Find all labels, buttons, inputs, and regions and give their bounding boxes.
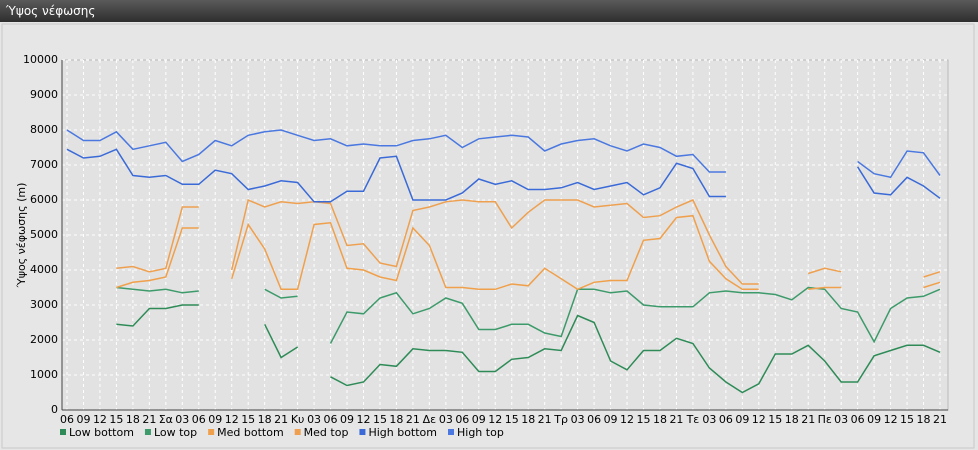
x-tick-label: 18 (521, 413, 535, 426)
x-tick-label: 21 (669, 413, 683, 426)
x-tick-label: 06 (587, 413, 601, 426)
y-tick-label: 5000 (30, 228, 58, 241)
legend-swatch (208, 429, 215, 435)
legend-label: Med bottom (217, 426, 284, 439)
x-tick-label: 09 (76, 413, 90, 426)
y-tick-label: 0 (51, 403, 58, 416)
x-tick-label: 09 (867, 413, 881, 426)
x-tick-label: 18 (917, 413, 931, 426)
x-tick-label: 15 (505, 413, 519, 426)
x-tick-label: 15 (768, 413, 782, 426)
series-line (116, 286, 941, 344)
x-tick-label: 18 (653, 413, 667, 426)
x-tick-label: 06 (324, 413, 338, 426)
x-tick-label: 12 (93, 413, 107, 426)
legend-label: Med top (304, 426, 349, 439)
x-tick-label: 09 (340, 413, 354, 426)
x-tick-label: Κυ (291, 413, 305, 426)
x-tick-label: 21 (538, 413, 552, 426)
series-line (116, 198, 941, 285)
x-tick-label: 15 (241, 413, 255, 426)
x-tick-label: 03 (834, 413, 848, 426)
legend-label: High top (457, 426, 504, 439)
series-line (116, 304, 941, 394)
x-tick-label: 09 (472, 413, 486, 426)
x-tick-label: 18 (785, 413, 799, 426)
x-tick-label: 03 (702, 413, 716, 426)
x-tick-label: 15 (109, 413, 123, 426)
x-tick-label: 09 (735, 413, 749, 426)
x-tick-label: 12 (356, 413, 370, 426)
y-tick-label: 3000 (30, 298, 58, 311)
y-tick-label: 9000 (30, 88, 58, 101)
x-tick-label: 12 (752, 413, 766, 426)
x-tick-label: 03 (571, 413, 585, 426)
x-tick-label: Σα (159, 413, 173, 426)
series-line (66, 129, 941, 179)
x-tick-label: Δε (423, 413, 437, 426)
x-tick-label: 21 (406, 413, 420, 426)
y-tick-label: 7000 (30, 158, 58, 171)
y-tick-label: 8000 (30, 123, 58, 136)
x-tick-label: 06 (455, 413, 469, 426)
title-bar: Ύψος νέφωσης (0, 0, 978, 22)
legend-swatch (359, 429, 366, 435)
x-tick-label: 09 (208, 413, 222, 426)
series-line (66, 148, 941, 203)
x-tick-label: 12 (225, 413, 239, 426)
x-tick-label: 15 (637, 413, 651, 426)
legend-swatch (60, 429, 66, 435)
x-tick-label: Πε (818, 413, 832, 426)
x-tick-label: 03 (307, 413, 321, 426)
x-tick-label: 06 (719, 413, 733, 426)
x-tick-label: 18 (389, 413, 403, 426)
window-title: Ύψος νέφωσης (6, 4, 96, 18)
x-tick-label: 06 (192, 413, 206, 426)
x-tick-label: 15 (900, 413, 914, 426)
x-tick-label: 12 (884, 413, 898, 426)
x-tick-label: 12 (488, 413, 502, 426)
x-tick-label: 18 (126, 413, 140, 426)
y-axis-label: Ύψος νέφωσης (m) (15, 183, 28, 289)
chart: Ύψος νέφωσης (m) 0 1000 2000 3000 4000 5000 60… (1, 23, 975, 449)
x-tick-label: 21 (933, 413, 947, 426)
legend-label: Low top (154, 426, 197, 439)
y-tick-label: 2000 (30, 333, 58, 346)
series-line (116, 214, 941, 291)
x-tick-label: 09 (604, 413, 618, 426)
x-tick-label: Τε (686, 413, 700, 426)
x-tick-label: 21 (142, 413, 156, 426)
y-tick-label: 4000 (30, 263, 58, 276)
x-tick-label: 06 (851, 413, 865, 426)
y-tick-label: 10000 (23, 53, 58, 66)
legend-label: Low bottom (69, 426, 134, 439)
legend-swatch (294, 429, 301, 435)
x-tick-label: 21 (274, 413, 288, 426)
x-tick-label: 21 (801, 413, 815, 426)
x-tick-label: 03 (175, 413, 189, 426)
y-tick-label: 1000 (30, 368, 58, 381)
x-tick-label: Τρ (553, 413, 568, 426)
y-tick-label: 6000 (30, 193, 58, 206)
legend-swatch (144, 429, 151, 435)
x-tick-label: 15 (373, 413, 387, 426)
x-tick-label: 06 (60, 413, 74, 426)
legend-label: High bottom (368, 426, 437, 439)
x-tick-label: 18 (258, 413, 272, 426)
x-tick-label: 03 (439, 413, 453, 426)
legend-swatch (448, 429, 454, 435)
x-tick-label: 12 (620, 413, 634, 426)
